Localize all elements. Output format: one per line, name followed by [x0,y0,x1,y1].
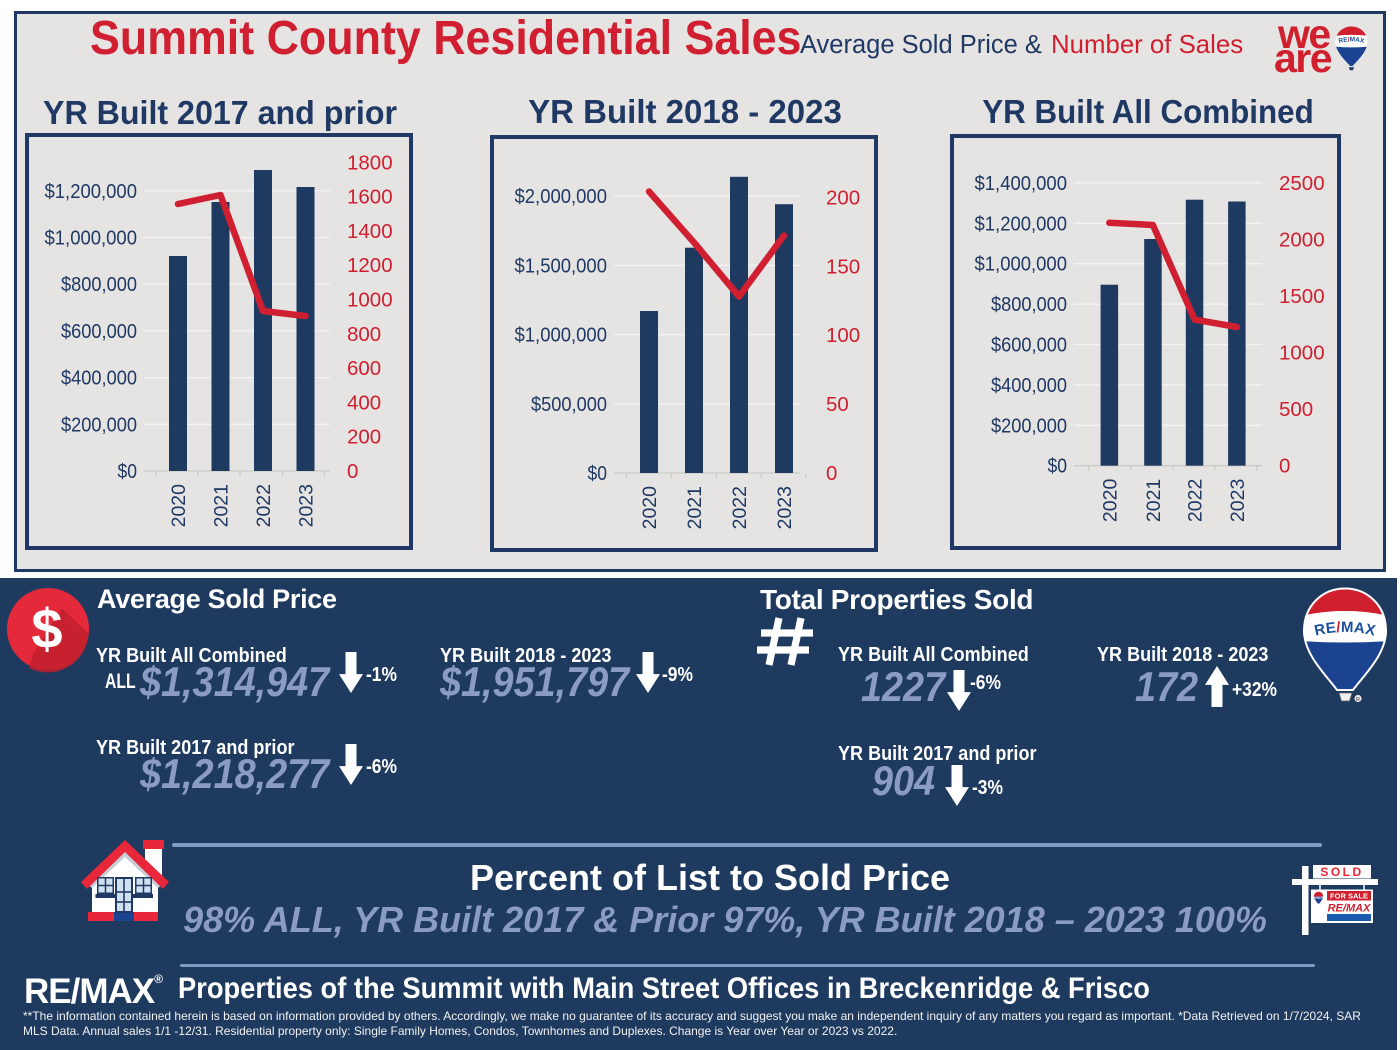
svg-text:1200: 1200 [347,254,393,277]
svg-text:0: 0 [347,460,358,483]
svg-text:$600,000: $600,000 [61,320,137,343]
svg-text:1000: 1000 [347,289,393,312]
svg-text:2500: 2500 [1279,172,1325,195]
svg-text:2021: 2021 [1143,479,1165,522]
svg-text:600: 600 [347,357,381,380]
svg-text:$1,200,000: $1,200,000 [975,212,1068,235]
svg-text:$1,500,000: $1,500,000 [515,254,608,277]
svg-text:$800,000: $800,000 [991,293,1067,316]
svg-text:RE/MAX: RE/MAX [1313,619,1377,640]
svg-text:$200,000: $200,000 [991,414,1067,437]
svg-text:1000: 1000 [1279,342,1325,365]
svg-text:$400,000: $400,000 [991,374,1067,397]
svg-text:200: 200 [826,186,860,209]
svg-text:$200,000: $200,000 [61,413,137,436]
svg-text:400: 400 [347,391,381,414]
svg-text:2023: 2023 [774,486,796,529]
svg-text:2022: 2022 [253,484,275,527]
svg-text:2020: 2020 [1099,479,1121,523]
svg-text:$1,000,000: $1,000,000 [975,253,1068,276]
svg-text:$500,000: $500,000 [531,393,607,416]
svg-text:$1,000,000: $1,000,000 [45,227,138,250]
svg-text:2020: 2020 [168,484,190,528]
svg-text:$800,000: $800,000 [61,273,137,296]
svg-text:0: 0 [826,462,837,485]
svg-text:$2,000,000: $2,000,000 [515,185,608,208]
svg-text:0: 0 [1279,455,1290,478]
svg-text:2000: 2000 [1279,229,1325,252]
svg-text:1400: 1400 [347,220,393,243]
svg-text:RE/MAX: RE/MAX [1315,896,1324,899]
svg-text:1800: 1800 [347,151,393,174]
svg-text:$1,200,000: $1,200,000 [45,180,138,203]
svg-text:2020: 2020 [639,486,661,530]
svg-text:$1,400,000: $1,400,000 [975,172,1068,195]
svg-text:150: 150 [826,255,860,278]
svg-text:1600: 1600 [347,186,393,209]
svg-text:2022: 2022 [1185,479,1207,522]
svg-text:$400,000: $400,000 [61,367,137,390]
svg-text:100: 100 [826,324,860,347]
svg-text:RE/MAX: RE/MAX [1328,903,1371,915]
svg-text:500: 500 [1279,398,1313,421]
svg-text:2021: 2021 [684,486,706,529]
svg-text:50: 50 [826,393,849,416]
svg-text:$0: $0 [588,462,608,485]
svg-text:$0: $0 [1048,455,1068,478]
svg-text:2023: 2023 [1227,479,1249,522]
svg-text:FOR SALE: FOR SALE [1330,892,1368,901]
svg-text:2023: 2023 [296,484,318,527]
svg-text:$1,000,000: $1,000,000 [515,324,608,347]
svg-text:2022: 2022 [729,486,751,529]
svg-text:800: 800 [347,323,381,346]
svg-text:R: R [1356,697,1360,703]
svg-text:2021: 2021 [211,484,233,527]
svg-text:1500: 1500 [1279,285,1325,308]
svg-text:SOLD: SOLD [1320,865,1363,879]
svg-text:$0: $0 [118,460,138,483]
svg-text:200: 200 [347,426,381,449]
svg-text:$600,000: $600,000 [991,334,1067,357]
svg-text:$: $ [31,597,62,660]
